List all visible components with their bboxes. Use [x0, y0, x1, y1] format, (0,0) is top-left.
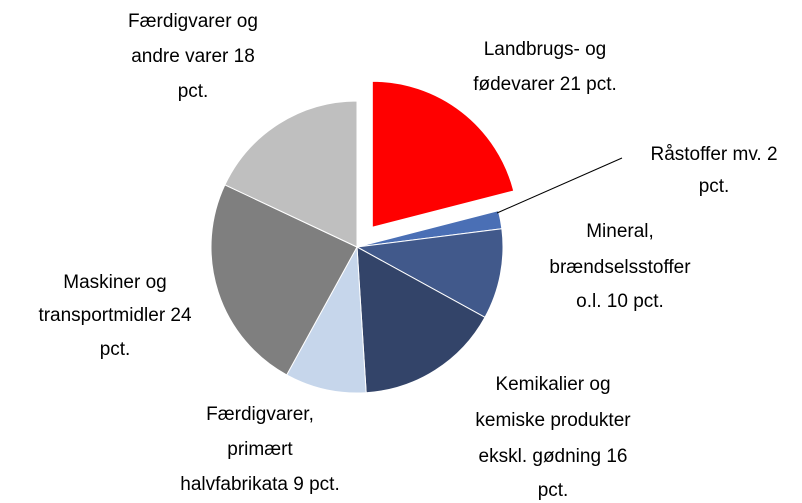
pie-slice	[285, 245, 367, 394]
slice-label: ekskl. gødning 16	[479, 446, 628, 467]
slice-label: pct.	[538, 480, 569, 501]
slice-label: brændselsstoffer	[549, 257, 691, 278]
slice-label: Maskiner og	[63, 272, 167, 293]
slice-label: andre varer 18	[131, 46, 255, 67]
slice-label: Mineral,	[586, 221, 654, 242]
pie-slice	[224, 100, 358, 248]
slice-label: pct.	[699, 176, 730, 197]
slice-label: transportmidler 24	[38, 305, 192, 326]
slice-label: Færdigvarer og	[128, 11, 258, 32]
slice-label: pct.	[178, 81, 209, 102]
slice-label: fødevarer 21 pct.	[473, 74, 617, 95]
leader-line	[496, 157, 623, 214]
slice-label: halvfabrikata 9 pct.	[180, 474, 339, 495]
slice-label: kemiske produkter	[475, 410, 631, 431]
pie-slice	[355, 228, 504, 319]
slice-label: Råstoffer mv. 2	[650, 144, 777, 165]
slice-label: o.l. 10 pct.	[576, 291, 664, 312]
slice-label: Færdigvarer,	[206, 404, 314, 425]
pie-slice	[371, 80, 515, 228]
slice-label: Kemikalier og	[495, 374, 610, 395]
slice-label: primært	[227, 439, 293, 460]
slice-label: Landbrugs- og	[484, 39, 607, 60]
pie-slice	[210, 184, 358, 376]
slice-label: pct.	[100, 339, 131, 360]
pie-slice	[356, 246, 486, 394]
